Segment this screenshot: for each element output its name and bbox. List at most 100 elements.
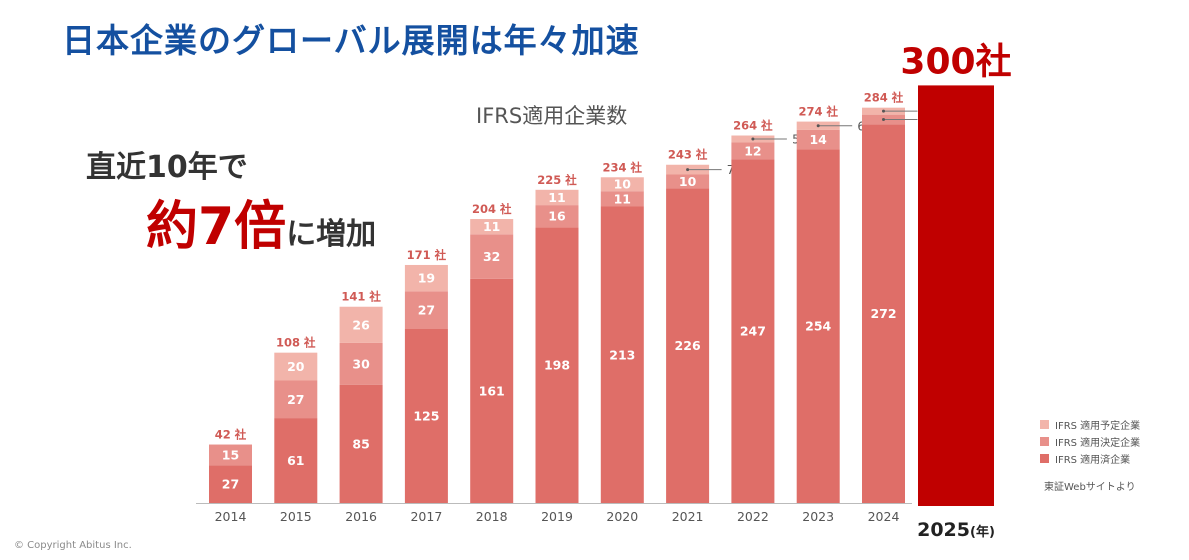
legend-label-decided: IFRS 適用決定企業: [1055, 438, 1141, 449]
x-tick-label-2023: 2023: [802, 509, 834, 524]
bar-segment-2015-s1: [274, 380, 318, 419]
bar-value-label-2021-s2: 7: [727, 163, 735, 177]
bar-value-label-2017-s0: 125: [413, 409, 439, 424]
bar-segment-2018-s2: [470, 219, 514, 235]
bar-total-label-2019: 225 社: [537, 173, 577, 187]
bar-segment-2018-s1: [470, 234, 514, 279]
leader-dot-2024-s1: [882, 118, 885, 122]
bar-segment-2022-s1: [731, 142, 775, 160]
x-tick-label-2015: 2015: [280, 509, 312, 524]
bar-value-label-2020-s1: 11: [614, 191, 631, 206]
bar-total-label-2014: 42 社: [215, 428, 247, 442]
bar-value-label-2015-s1: 27: [287, 392, 304, 407]
chart-title: IFRS適用企業数: [476, 104, 628, 128]
bar-segment-2017-s2: [404, 264, 448, 292]
bar-segment-2014-s1: [209, 444, 252, 466]
headline-big-text: 約7倍: [146, 197, 287, 257]
x-tick-label-2022: 2022: [737, 509, 769, 524]
legend-swatch-planned: [1040, 420, 1049, 429]
bar-total-label-2015: 108 社: [276, 336, 316, 350]
bar-value-label-2016-s2: 26: [352, 317, 370, 332]
x-tick-label-2020: 2020: [606, 509, 638, 524]
legend-swatch-decided: [1040, 437, 1049, 446]
bar-value-label-2019-s1: 16: [548, 209, 566, 224]
page-title: 日本企業のグローバル展開は年々加速: [62, 21, 640, 60]
bar-segment-2016-s0: [339, 384, 383, 503]
bar-total-label-2017: 171 社: [407, 248, 447, 262]
leader-dot-2023-s2: [816, 124, 820, 128]
projection-value-label: 300社: [900, 41, 1011, 82]
projection-year-suffix: (年): [970, 524, 995, 540]
projection-category-label: 2025(年): [917, 519, 995, 541]
bar-segment-2024-s0: [862, 124, 905, 503]
legend-swatch-adopted: [1040, 454, 1049, 463]
bar-value-label-2023-s1: 14: [809, 132, 827, 147]
bar-segment-2023-s1: [796, 129, 840, 150]
legend-item-decided: IFRS 適用決定企業: [1040, 433, 1140, 450]
bar-value-label-2017-s2: 19: [418, 271, 435, 286]
headline-suffix: に増加: [286, 217, 377, 252]
projection-year: 2025: [917, 519, 970, 541]
bar-total-label-2022: 264 社: [733, 119, 773, 133]
projection-bar-2025: [918, 85, 994, 507]
bar-segment-2016-s2: [339, 306, 383, 343]
bar-value-label-2022-s2: 5: [792, 132, 800, 146]
bar-segment-2016-s1: [339, 342, 383, 385]
chart-source-note: 東証Webサイトより: [1044, 482, 1136, 493]
bar-segment-2023-s0: [796, 149, 840, 503]
bar-value-label-2014-s0: 27: [222, 477, 239, 492]
bar-value-label-2017-s1: 27: [418, 303, 435, 318]
bar-value-label-2020-s2: 10: [614, 177, 632, 192]
bar-value-label-2021-s0: 226: [675, 338, 701, 353]
bar-total-label-2021: 243 社: [668, 148, 708, 162]
bar-total-label-2016: 141 社: [341, 290, 381, 304]
bar-value-label-2018-s1: 32: [483, 249, 500, 264]
bar-value-label-2023-s0: 254: [805, 319, 831, 334]
bar-segment-2019-s0: [535, 227, 579, 503]
bar-value-label-2016-s1: 30: [352, 356, 370, 371]
bar-value-label-2020-s0: 213: [609, 347, 635, 362]
bar-segment-2015-s2: [274, 352, 318, 381]
bar-segment-2020-s0: [600, 206, 644, 503]
x-tick-label-2016: 2016: [345, 509, 377, 524]
bar-segment-2018-s0: [470, 278, 514, 503]
bar-segment-2019-s1: [535, 205, 579, 228]
bar-value-label-2024-s0: 272: [870, 306, 896, 321]
leader-dot-2021-s2: [686, 168, 690, 172]
bar-value-label-2019-s0: 198: [544, 358, 570, 373]
bar-segment-2020-s1: [600, 191, 644, 207]
x-tick-label-2021: 2021: [672, 509, 704, 524]
bar-value-label-2021-s1: 10: [679, 174, 697, 189]
legend-item-planned: IFRS 適用予定企業: [1040, 416, 1140, 433]
bar-value-label-2018-s0: 161: [479, 383, 505, 398]
bar-segment-2022-s0: [731, 159, 775, 503]
bar-value-label-2014-s1: 15: [222, 447, 239, 462]
bar-segment-2015-s0: [274, 418, 318, 503]
bar-value-label-2023-s2: 6: [857, 119, 865, 133]
headline-line2: 約7倍に増加: [146, 184, 376, 259]
headline-line1: 直近10年で: [86, 150, 248, 185]
bar-segment-2021-s1: [666, 174, 710, 189]
bar-total-label-2024: 284 社: [864, 91, 904, 105]
bar-value-label-2018-s2: 11: [483, 219, 500, 234]
legend-label-adopted: IFRS 適用済企業: [1055, 455, 1131, 466]
bar-value-label-2015-s0: 61: [287, 453, 304, 468]
leader-dot-2024-s2: [882, 109, 885, 113]
copyright: © Copyright Abitus Inc.: [14, 540, 132, 551]
bar-value-label-2022-s1: 12: [744, 143, 761, 158]
x-tick-label-2017: 2017: [410, 509, 442, 524]
chart-legend: IFRS 適用予定企業 IFRS 適用決定企業 IFRS 適用済企業: [1040, 416, 1140, 467]
bar-total-label-2018: 204 社: [472, 202, 512, 216]
bar-total-label-2023: 274 社: [798, 105, 838, 119]
bar-value-label-2022-s0: 247: [740, 324, 766, 339]
bar-segment-2017-s1: [404, 291, 448, 329]
bar-total-label-2020: 234 社: [603, 160, 643, 174]
x-tick-label-2019: 2019: [541, 509, 573, 524]
x-tick-label-2014: 2014: [215, 509, 247, 524]
bar-value-label-2016-s0: 85: [352, 436, 369, 451]
bar-segment-2014-s0: [209, 465, 252, 503]
legend-label-planned: IFRS 適用予定企業: [1055, 421, 1141, 432]
x-tick-label-2024: 2024: [868, 509, 900, 524]
x-tick-label-2018: 2018: [476, 509, 508, 524]
